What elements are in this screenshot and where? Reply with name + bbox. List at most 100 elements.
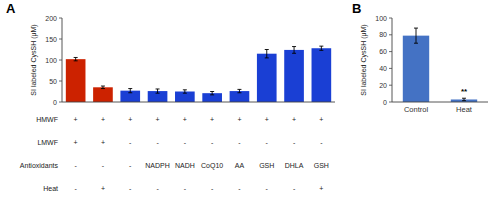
- bar: [403, 36, 429, 102]
- error-cap: [414, 28, 418, 29]
- error-cap: [462, 98, 466, 99]
- row-cell: +: [74, 116, 78, 123]
- row-cell: +: [319, 116, 323, 123]
- panel: 050100150200SI labeled CysSH (μM)AHMWF++…: [6, 1, 335, 192]
- error-bar: [292, 47, 296, 54]
- y-tick-label: 50: [49, 78, 57, 85]
- row-cell: +: [210, 116, 214, 123]
- panel-label: A: [6, 1, 16, 16]
- bar: [175, 92, 195, 103]
- error-stem: [321, 46, 322, 50]
- row-cell: -: [129, 139, 132, 146]
- error-stem: [266, 50, 267, 58]
- row-cell: +: [237, 116, 241, 123]
- row-label: HMWF: [36, 116, 58, 123]
- row-label: Heat: [43, 185, 58, 192]
- error-cap: [210, 94, 214, 95]
- row-cell: -: [184, 185, 187, 192]
- error-cap: [101, 86, 105, 87]
- error-cap: [319, 46, 323, 47]
- error-bar: [462, 98, 466, 101]
- row-cell: +: [292, 116, 296, 123]
- row-cell: -: [266, 185, 269, 192]
- panel: 020406080100ControlHeatSI labeled CysSH …: [352, 1, 488, 114]
- row-cell: GSH: [314, 162, 329, 169]
- plot-area: [66, 46, 331, 102]
- row-cell: -: [266, 139, 269, 146]
- x-axis: [392, 102, 488, 103]
- row-cell: -: [184, 139, 187, 146]
- row-cell: GSH: [259, 162, 274, 169]
- error-stem: [294, 47, 295, 54]
- error-stem: [416, 28, 417, 43]
- row-cell: +: [128, 116, 132, 123]
- row-cell: +: [101, 116, 105, 123]
- condition-table: HMWF + + + + + + + + + + LMWF + + - - - - - - - - Antioxidants…: [20, 116, 329, 192]
- error-cap: [414, 43, 418, 44]
- row-cell: +: [183, 116, 187, 123]
- y-axis: [62, 18, 63, 102]
- error-bar: [414, 28, 418, 43]
- row-cell: -: [156, 185, 159, 192]
- error-cap: [128, 88, 132, 89]
- row-cell: -: [74, 185, 77, 192]
- error-cap: [237, 89, 241, 90]
- error-cap: [183, 93, 187, 94]
- error-bar: [156, 89, 160, 93]
- annotation: **: [461, 87, 468, 96]
- row-cell: +: [101, 139, 105, 146]
- bar: [120, 91, 140, 102]
- error-cap: [292, 53, 296, 54]
- bar: [257, 54, 277, 102]
- row-cell: -: [211, 185, 214, 192]
- error-cap: [74, 60, 78, 61]
- y-tick-label: 20: [379, 82, 387, 89]
- y-axis-label: SI labeled CysSH (μM): [360, 24, 368, 95]
- error-bar: [128, 89, 132, 93]
- error-cap: [292, 46, 296, 47]
- error-cap: [237, 92, 241, 93]
- error-stem: [212, 92, 213, 95]
- row-cell: +: [319, 185, 323, 192]
- y-tick-label: 80: [379, 31, 387, 38]
- row-cell: +: [101, 185, 105, 192]
- error-cap: [128, 92, 132, 93]
- x-tick-label: Heat: [456, 105, 473, 114]
- error-cap: [74, 57, 78, 58]
- row-label: Antioxidants: [20, 162, 59, 169]
- row-label: LMWF: [37, 139, 58, 146]
- row-cell: -: [129, 162, 132, 169]
- error-bar: [183, 90, 187, 93]
- row-cell: DHLA: [285, 162, 304, 169]
- row-cell: -: [320, 139, 323, 146]
- error-bar: [237, 89, 241, 92]
- y-tick-label: 200: [45, 15, 57, 22]
- y-tick-label: 100: [375, 15, 387, 22]
- error-cap: [319, 50, 323, 51]
- error-bar: [74, 57, 78, 60]
- figure: 050100150200SI labeled CysSH (μM)AHMWF++…: [0, 0, 500, 204]
- error-bar: [265, 50, 269, 58]
- error-bar: [210, 92, 214, 95]
- row-cell: -: [238, 185, 241, 192]
- bar: [312, 48, 332, 102]
- error-cap: [183, 89, 187, 90]
- error-stem: [184, 90, 185, 93]
- row-cell: -: [156, 139, 159, 146]
- row-cell: AA: [235, 162, 245, 169]
- error-cap: [210, 91, 214, 92]
- y-tick-label: 0: [383, 99, 387, 106]
- error-bar: [319, 46, 323, 50]
- y-tick-label: 0: [53, 99, 57, 106]
- row-cell: NADH: [175, 162, 195, 169]
- error-stem: [75, 57, 76, 60]
- error-cap: [265, 57, 269, 58]
- row-cell: -: [129, 185, 132, 192]
- row-cell: +: [265, 116, 269, 123]
- error-cap: [265, 49, 269, 50]
- error-stem: [239, 89, 240, 92]
- bar: [230, 91, 250, 102]
- y-tick-label: 100: [45, 57, 57, 64]
- y-tick-label: 60: [379, 48, 387, 55]
- y-tick-label: 150: [45, 36, 57, 43]
